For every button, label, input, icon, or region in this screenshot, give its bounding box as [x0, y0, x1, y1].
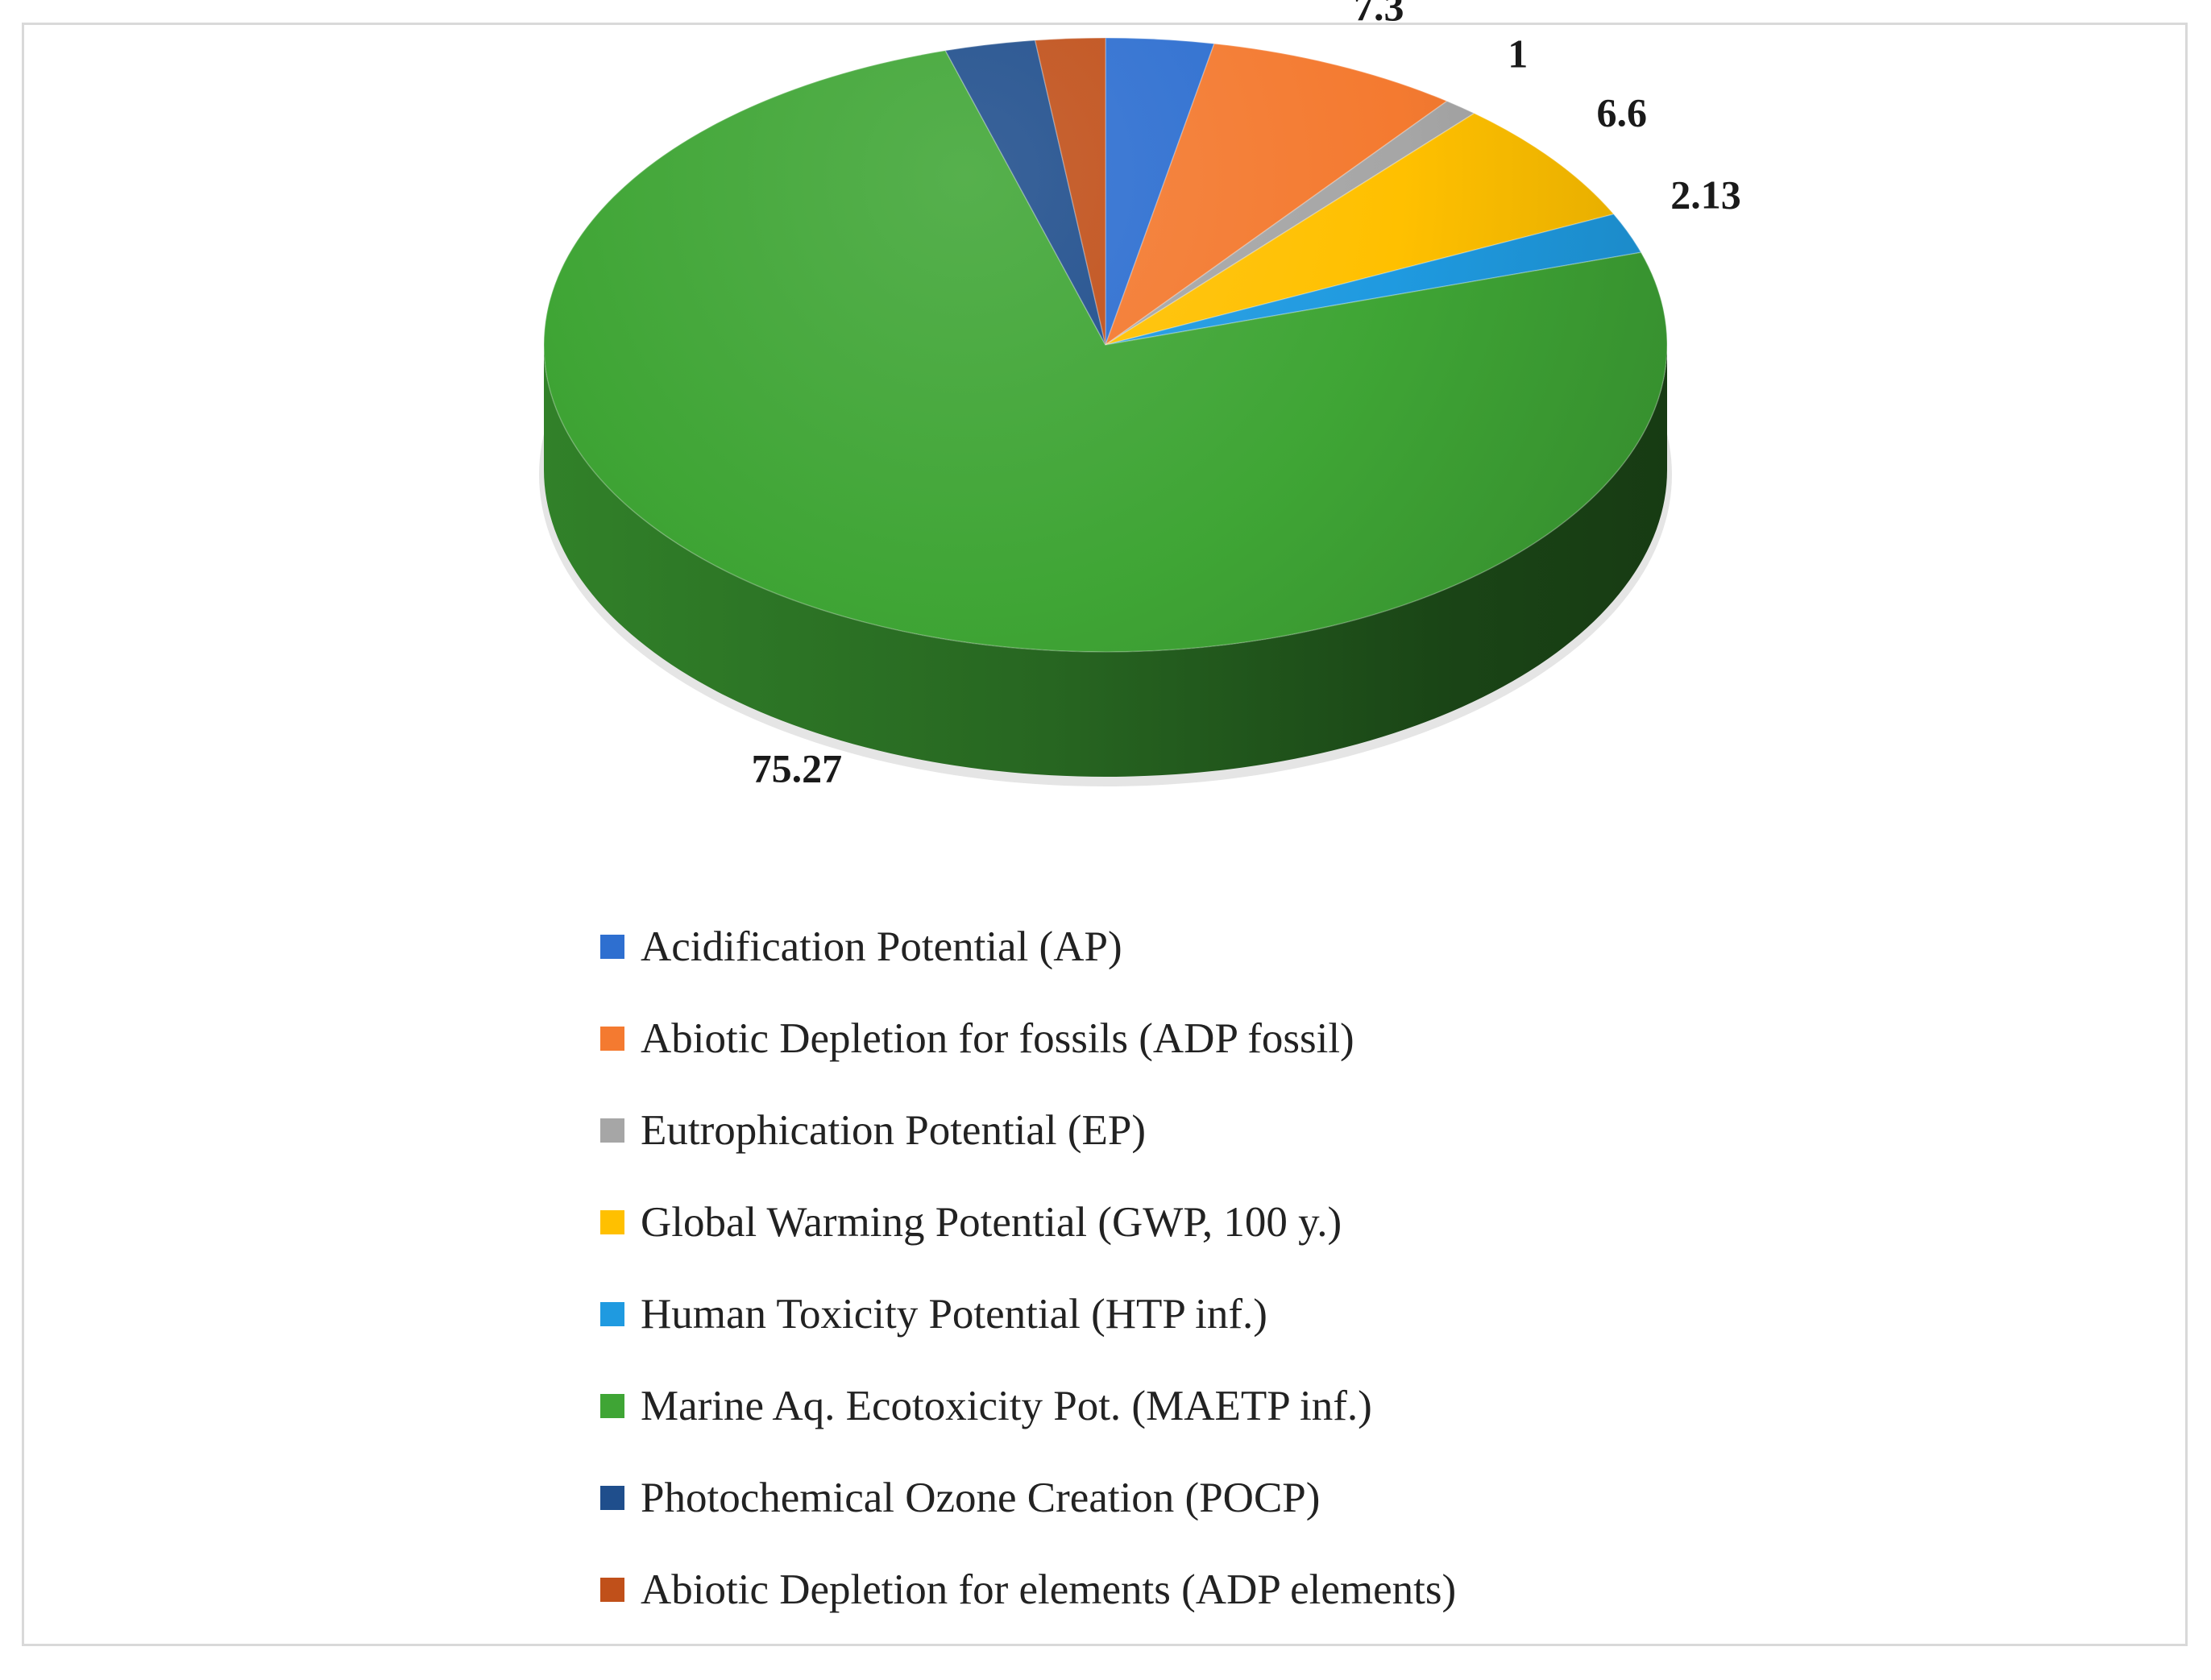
data-label-pocp: 2.6 — [936, 0, 987, 6]
legend-swatch-ap — [600, 935, 624, 959]
legend-label-maetp: Marine Aq. Ecotoxicity Pot. (MAETP inf.) — [641, 1383, 1372, 1429]
legend: Acidification Potential (AP) Abiotic Dep… — [600, 901, 1809, 1636]
data-label-maetp-inf: 75.27 — [752, 746, 843, 791]
legend-item-adp-fossil: Abiotic Depletion for fossils (ADP fossi… — [600, 993, 1809, 1085]
legend-label-gwp: Global Warming Potential (GWP, 100 y.) — [641, 1199, 1342, 1246]
legend-swatch-gwp — [600, 1210, 624, 1234]
legend-label-ep: Eutrophication Potential (EP) — [641, 1107, 1147, 1154]
legend-item-maetp: Marine Aq. Ecotoxicity Pot. (MAETP inf.) — [600, 1360, 1809, 1452]
legend-label-adp-fossil: Abiotic Depletion for fossils (ADP fossi… — [641, 1015, 1354, 1062]
data-label-gwp-100-y: 6.6 — [1597, 90, 1648, 135]
legend-label-ap: Acidification Potential (AP) — [641, 923, 1122, 970]
pie-top-face — [543, 37, 1668, 653]
legend-item-ap: Acidification Potential (AP) — [600, 901, 1809, 993]
legend-label-pocp: Photochemical Ozone Creation (POCP) — [641, 1475, 1321, 1521]
data-label-adp-fossil: 7.3 — [1354, 0, 1404, 29]
pie-slice-ap — [1105, 37, 1215, 346]
legend-swatch-htp — [600, 1302, 624, 1326]
legend-swatch-maetp — [600, 1394, 624, 1418]
legend-swatch-pocp — [600, 1486, 624, 1510]
legend-item-ep: Eutrophication Potential (EP) — [600, 1085, 1809, 1176]
legend-swatch-ep — [600, 1118, 624, 1143]
data-label-htp-inf: 2.13 — [1670, 172, 1741, 218]
pie-slice-pocp — [944, 39, 1106, 346]
data-label-ep: 1 — [1508, 31, 1528, 77]
legend-item-htp: Human Toxicity Potential (HTP inf.) — [600, 1268, 1809, 1360]
legend-label-adp-elements: Abiotic Depletion for elements (ADP elem… — [641, 1566, 1457, 1613]
legend-item-gwp: Global Warming Potential (GWP, 100 y.) — [600, 1176, 1809, 1268]
pie-slice-maetp-inf — [543, 49, 1668, 653]
pie-slice-gwp-100-y — [1105, 112, 1616, 346]
pie-slice-htp-inf — [1105, 213, 1642, 346]
pie-slice-ep — [1105, 100, 1476, 346]
legend-label-htp: Human Toxicity Potential (HTP inf.) — [641, 1291, 1267, 1338]
legend-swatch-adp-fossil — [600, 1027, 624, 1051]
legend-item-pocp: Photochemical Ozone Creation (POCP) — [600, 1452, 1809, 1544]
legend-item-adp-elements: Abiotic Depletion for elements (ADP elem… — [600, 1544, 1809, 1636]
pie-slice-adp-fossil — [1104, 43, 1449, 347]
pie-side-maetp-inf — [544, 345, 1667, 777]
legend-swatch-adp-elements — [600, 1578, 624, 1602]
pie-slice-adp-elements — [1034, 37, 1106, 346]
